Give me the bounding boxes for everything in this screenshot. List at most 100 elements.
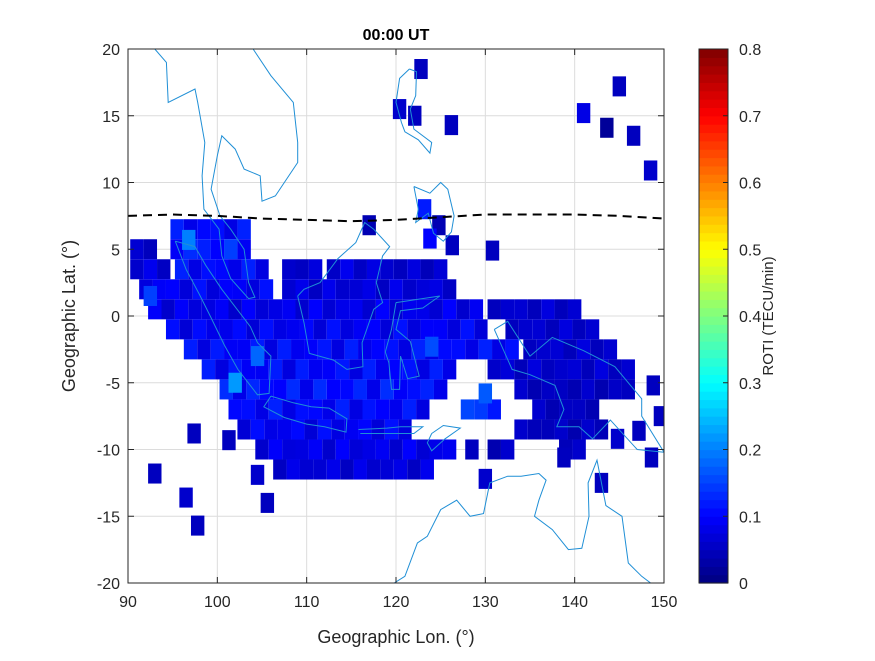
roti-cell (460, 319, 475, 340)
y-tick-label: -20 (97, 576, 120, 593)
colorbar-swatch (699, 382, 728, 392)
roti-cell (541, 419, 555, 440)
roti-cell (349, 439, 363, 460)
colorbar-swatch (699, 541, 728, 551)
colorbar-swatch (699, 240, 728, 250)
roti-cell (130, 239, 144, 260)
coastline (263, 395, 348, 433)
roti-cell (241, 259, 256, 280)
coastline (395, 68, 433, 155)
roti-cell (179, 279, 193, 300)
roti-cell (478, 339, 493, 360)
roti-cell (469, 299, 484, 320)
roti-cell (644, 447, 659, 468)
colorbar-swatch (699, 324, 728, 334)
roti-cell (268, 399, 283, 420)
roti-cell (322, 359, 336, 380)
roti-cell (326, 379, 341, 400)
roti-cell (514, 299, 528, 320)
colorbar-tick-label: 0.6 (739, 176, 761, 193)
roti-cell (210, 219, 225, 240)
roti-cell (322, 399, 336, 420)
roti-cell (157, 259, 171, 280)
colorbar-swatch (699, 441, 728, 451)
roti-cell (384, 419, 399, 440)
roti-cell (585, 399, 600, 420)
colorbar-swatch (699, 290, 728, 300)
colorbar-swatch (699, 57, 728, 67)
roti-cell (492, 339, 506, 360)
y-tick-label: -10 (97, 443, 120, 460)
roti-cell (380, 459, 394, 480)
roti-cell (286, 319, 300, 340)
colorbar-swatch (699, 399, 728, 409)
roti-cell (541, 379, 555, 400)
roti-cell (308, 259, 323, 280)
roti-cell (246, 319, 260, 340)
roti-cell (541, 359, 555, 380)
roti-cell (375, 299, 390, 320)
y-tick-label: -15 (97, 509, 120, 526)
colorbar-swatch (699, 274, 728, 284)
roti-cell (485, 240, 500, 261)
colorbar-swatch (699, 65, 728, 75)
colorbar-swatch (699, 99, 728, 109)
roti-cell (250, 464, 265, 485)
roti-cell (500, 299, 515, 320)
roti-cell (398, 339, 412, 360)
y-tick-label: 0 (111, 309, 120, 326)
roti-cell (331, 419, 345, 440)
roti-cell (429, 299, 443, 320)
roti-cell (197, 239, 211, 260)
colorbar-swatch (699, 257, 728, 267)
roti-cell (527, 379, 542, 400)
colorbar-swatch (699, 215, 728, 225)
roti-cell (442, 439, 457, 460)
coastline (413, 181, 455, 242)
roti-cells (130, 59, 664, 536)
roti-cell (429, 439, 443, 460)
roti-cell (590, 339, 604, 360)
roti-cell (340, 459, 354, 480)
roti-cell (416, 359, 430, 380)
roti-cell (362, 439, 376, 460)
roti-cell (572, 399, 586, 420)
roti-cell (340, 319, 354, 340)
roti-cell (417, 199, 432, 220)
roti-cell (295, 299, 309, 320)
roti-cell (170, 239, 184, 260)
roti-cell (264, 419, 278, 440)
roti-cell (375, 439, 390, 460)
roti-cell (478, 383, 493, 404)
colorbar-swatch (699, 432, 728, 442)
roti-cell (187, 423, 201, 444)
roti-cell (366, 379, 381, 400)
roti-cell (349, 399, 363, 420)
roti-cell (232, 319, 247, 340)
roti-cell (286, 459, 300, 480)
colorbar-swatch (699, 466, 728, 476)
roti-cell (335, 439, 350, 460)
roti-cell (626, 125, 641, 146)
roti-cell (487, 399, 501, 420)
roti-cell (371, 419, 385, 440)
roti-cell (308, 279, 323, 300)
colorbar-swatch (699, 341, 728, 350)
roti-cell (358, 339, 372, 360)
roti-cell (224, 239, 238, 260)
roti-cell (222, 430, 236, 451)
roti-cell (295, 359, 309, 380)
roti-cell (277, 339, 292, 360)
roti-cell (423, 228, 437, 249)
roti-cell (594, 379, 609, 400)
roti-cell (389, 279, 403, 300)
roti-cell (273, 319, 287, 340)
roti-cell (487, 299, 501, 320)
roti-cell (130, 259, 144, 280)
roti-cell (375, 399, 390, 420)
roti-cell (250, 419, 265, 440)
colorbar-swatch (699, 457, 728, 467)
colorbar-swatch (699, 416, 728, 426)
roti-cell (255, 259, 269, 280)
